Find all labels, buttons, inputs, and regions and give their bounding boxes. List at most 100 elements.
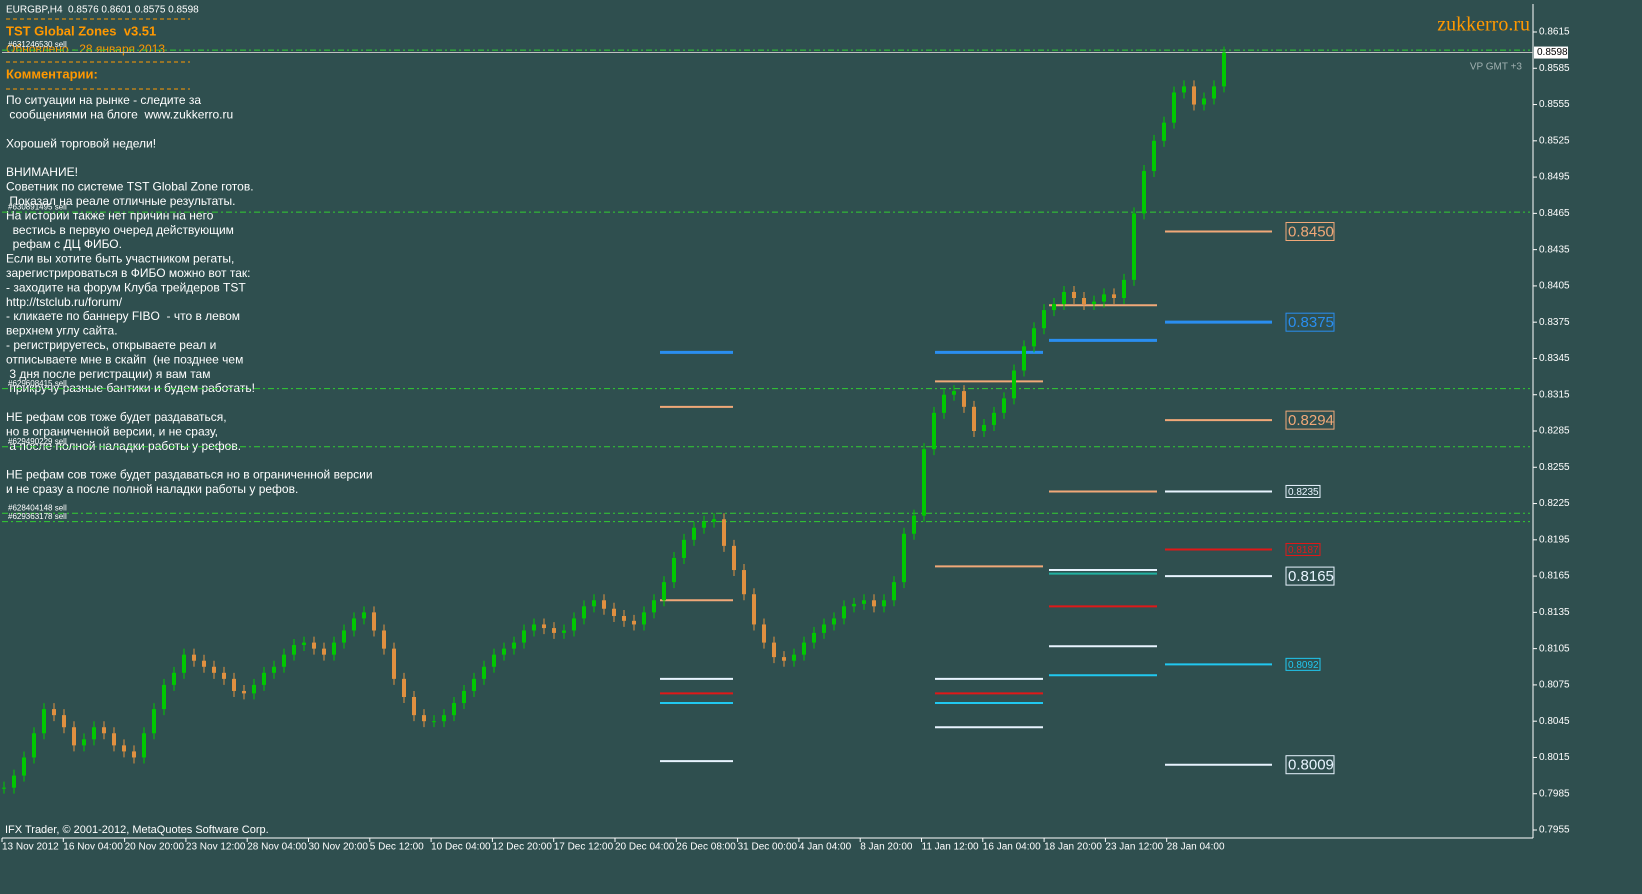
level-box — [1285, 755, 1335, 775]
y-tick-label: 0.7985 — [1539, 788, 1570, 799]
comment-line: Хорошей торговой недели! — [6, 136, 156, 150]
candle — [792, 654, 796, 661]
candle — [1022, 346, 1026, 371]
candle — [552, 628, 556, 633]
candle — [252, 684, 256, 694]
x-tick-label: 31 Dec 00:00 — [738, 842, 798, 853]
candle — [412, 697, 416, 716]
comment-line: ВНИМАНИЕ! — [6, 165, 78, 179]
candle — [272, 666, 276, 673]
candle — [582, 606, 586, 619]
comment-line: - регистрируетесь, открываете реал и — [6, 338, 216, 352]
candle — [12, 775, 16, 788]
candle — [1052, 304, 1056, 311]
comment-line: но в ограниченной версии, и не сразу, — [6, 424, 218, 438]
candle — [172, 672, 176, 685]
candle — [112, 733, 116, 746]
y-tick-label: 0.8585 — [1539, 63, 1570, 74]
candle — [232, 678, 236, 691]
y-tick-label: 0.8225 — [1539, 498, 1570, 509]
candle — [212, 666, 216, 673]
candle — [632, 620, 636, 625]
candle — [672, 557, 676, 583]
copyright: IFX Trader, © 2001-2012, MetaQuotes Soft… — [5, 824, 269, 836]
candle — [802, 642, 806, 655]
y-tick-label: 0.8285 — [1539, 426, 1570, 437]
candle — [1042, 310, 1046, 329]
candle — [522, 630, 526, 643]
candle — [1202, 98, 1206, 105]
x-tick-label: 28 Jan 04:00 — [1167, 842, 1225, 853]
candle — [882, 600, 886, 607]
watermark: zukkerro.ru — [1437, 14, 1530, 36]
candle — [752, 594, 756, 625]
candle — [652, 600, 656, 613]
current-price-box — [1534, 46, 1568, 59]
candle — [732, 545, 736, 571]
x-tick-label: 20 Nov 20:00 — [125, 842, 185, 853]
candle — [592, 600, 596, 607]
candle — [542, 624, 546, 629]
candle — [722, 519, 726, 546]
y-tick-label: 0.8345 — [1539, 353, 1570, 364]
candle — [532, 624, 536, 631]
candle — [1072, 291, 1076, 298]
x-tick-label: 5 Dec 12:00 — [370, 842, 424, 853]
candle — [512, 642, 516, 649]
level-label: 0.8375 — [1288, 314, 1334, 331]
candle — [92, 727, 96, 740]
x-tick-label: 20 Dec 04:00 — [615, 842, 675, 853]
current-price-label: 0.8598 — [1537, 47, 1568, 58]
candle — [1002, 398, 1006, 413]
order-label: #628404148 sell — [8, 503, 67, 512]
candle — [472, 678, 476, 691]
candle — [222, 672, 226, 679]
candle — [822, 624, 826, 633]
x-tick-label: 16 Nov 04:00 — [63, 842, 123, 853]
candle — [362, 612, 366, 619]
x-tick-label: 12 Dec 20:00 — [492, 842, 552, 853]
x-tick-label: 4 Jan 04:00 — [799, 842, 852, 853]
candle — [502, 648, 506, 655]
candle — [22, 757, 26, 776]
candle — [352, 618, 356, 631]
candle — [1102, 294, 1106, 302]
level-label: 0.8235 — [1288, 487, 1319, 498]
x-tick-label: 13 Nov 2012 — [2, 842, 59, 853]
indicator-title: TST Global Zones v3.51 — [6, 23, 156, 38]
candle — [142, 733, 146, 758]
level-label: 0.8165 — [1288, 568, 1334, 585]
candle — [682, 539, 686, 558]
y-tick-label: 0.8555 — [1539, 99, 1570, 110]
x-tick-label: 23 Jan 12:00 — [1105, 842, 1163, 853]
candle — [312, 642, 316, 649]
candle — [202, 660, 206, 667]
candle — [1062, 291, 1066, 305]
candle — [382, 630, 386, 649]
candle — [1092, 301, 1096, 305]
candle — [332, 642, 336, 655]
candle — [912, 515, 916, 534]
candle — [622, 615, 626, 621]
comment-line: вестись в первую очеред действующим — [6, 223, 234, 237]
y-tick-label: 0.8255 — [1539, 462, 1570, 473]
y-tick-label: 0.8375 — [1539, 317, 1570, 328]
timezone: VP GMT +3 — [1470, 62, 1523, 73]
y-tick-label: 0.8165 — [1539, 571, 1570, 582]
comment-line: НЕ рефам сов тоже будет раздаваться, — [6, 410, 227, 424]
level-box — [1285, 222, 1335, 241]
candle — [152, 709, 156, 734]
comment-line: 3 дня после регистрации) я вам там — [6, 367, 210, 381]
candle — [432, 721, 436, 723]
candle — [402, 678, 406, 697]
candle — [842, 606, 846, 619]
x-tick-label: 23 Nov 12:00 — [186, 842, 246, 853]
candle — [292, 645, 296, 655]
level-box — [1285, 542, 1321, 556]
candle — [1012, 370, 1016, 399]
candle — [1032, 328, 1036, 347]
y-tick-label: 0.8615 — [1539, 27, 1570, 38]
order-label: #631246530 sell — [8, 40, 67, 49]
candle — [742, 570, 746, 595]
